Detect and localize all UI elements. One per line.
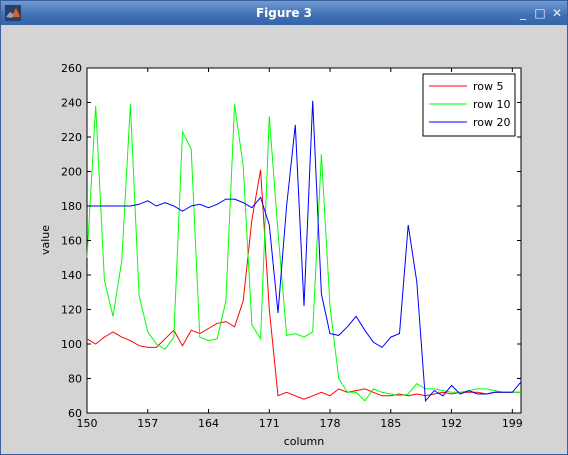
figure-canvas: 150 157 164 171 178 185 192 199 60 80 100 120 140 160… <box>5 26 562 451</box>
legend-label: row 20 <box>473 116 511 129</box>
legend: row 5 row 10 row 20 <box>422 73 516 137</box>
maximize-icon[interactable]: □ <box>534 6 546 20</box>
title-bar[interactable]: Figure 3 _ □ ✕ <box>1 1 567 25</box>
x-tick-label: 178 <box>320 417 341 430</box>
x-axis-label: column <box>284 435 325 448</box>
y-tick-label: 120 <box>61 304 82 317</box>
legend-label: row 5 <box>473 80 504 93</box>
series-line-row-10 <box>86 104 521 402</box>
series-line-row-20 <box>87 100 522 403</box>
x-tick-label: 171 <box>259 417 280 430</box>
y-tick-label: 60 <box>68 407 82 420</box>
x-tick-label: 150 <box>77 417 98 430</box>
y-tick-label: 100 <box>61 338 82 351</box>
minimize-icon[interactable]: _ <box>520 6 526 20</box>
y-tick-label: 180 <box>61 200 82 213</box>
legend-label: row 10 <box>473 98 511 111</box>
y-tick-label: 160 <box>61 235 82 248</box>
y-axis-label: value <box>39 225 52 255</box>
series-line-row-5 <box>86 169 521 400</box>
window-title: Figure 3 <box>255 6 313 20</box>
y-tick-label: 260 <box>61 62 82 75</box>
y-tick-label: 80 <box>68 373 82 386</box>
y-tick-label: 240 <box>61 97 82 110</box>
close-icon[interactable]: ✕ <box>551 6 563 20</box>
y-tick-label: 200 <box>61 166 82 179</box>
x-tick-label: 157 <box>137 417 158 430</box>
line-chart[interactable]: 150 157 164 171 178 185 192 199 60 80 100 120 140 160… <box>5 26 562 451</box>
y-tick-label: 140 <box>61 269 82 282</box>
x-tick-label: 164 <box>198 417 219 430</box>
matlab-logo-icon <box>5 5 21 21</box>
y-tick-label: 220 <box>61 131 82 144</box>
x-tick-label: 199 <box>502 417 523 430</box>
x-tick-label: 192 <box>441 417 462 430</box>
x-tick-label: 185 <box>380 417 401 430</box>
legend-box <box>422 73 516 137</box>
